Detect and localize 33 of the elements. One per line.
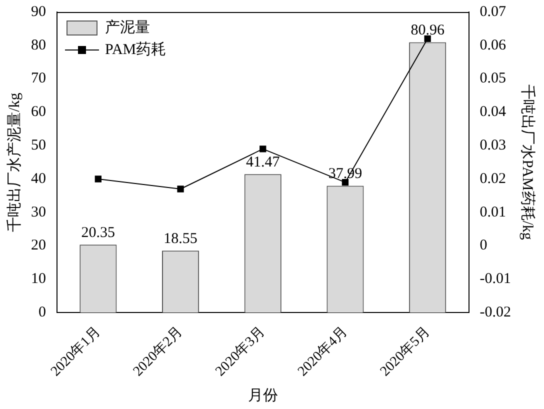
y2-tick-label: 0.03 [480,138,506,154]
y2-tick-label: 0.05 [480,70,506,87]
data-label: 41.47 [246,154,280,171]
y2-tick-label: -0.02 [480,304,512,321]
point [424,35,431,42]
point [260,146,266,152]
y2-tick-label: 0 [480,238,488,254]
y-tick-label: 70 [31,70,46,87]
y2-tick-label: 0.06 [480,37,507,54]
x-axis-title: 月份 [248,388,278,404]
y2-tick-label: -0.01 [480,271,512,288]
point [177,186,184,192]
data-label: 20.35 [81,225,116,242]
y2-axis-title: 千吨出厂水PAM药耗/kg [519,84,536,240]
y-axis-title: 千吨出厂水产泥量/kg [6,92,23,232]
y-tick-label: 80 [31,37,46,54]
y2-tick-label: 0.07 [480,4,507,20]
legend-label: PAM药耗 [105,40,166,58]
y-tick-label: 20 [31,238,46,254]
y-tick-label: 0 [38,304,46,321]
data-label: 80.96 [410,22,445,39]
y-tick-label: 10 [31,271,46,288]
legend-label: 产泥量 [105,18,150,36]
y2-tick-label: 0.01 [480,204,506,220]
y-tick-label: 50 [31,138,46,154]
y-tick-label: 30 [31,204,46,220]
y-tick-label: 40 [31,170,46,187]
y-tick-label: 60 [31,104,46,120]
y-tick-label: 90 [31,4,46,20]
data-label: 18.55 [164,231,198,248]
y2-tick-label: 0.02 [480,170,506,187]
point [94,176,102,182]
y2-tick-label: 0.04 [480,104,507,120]
